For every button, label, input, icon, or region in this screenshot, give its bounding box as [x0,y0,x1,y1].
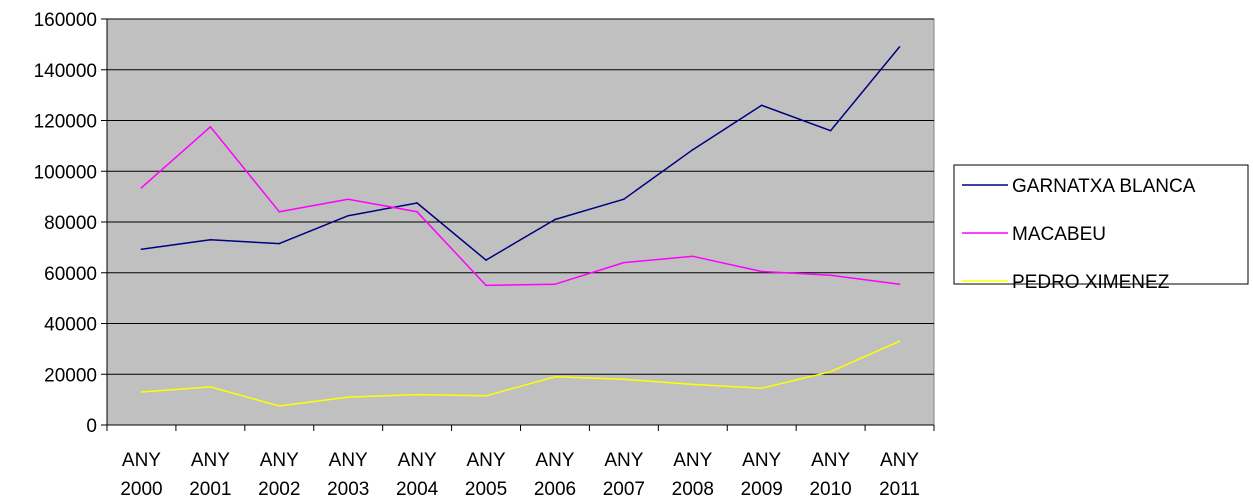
gridlines [107,18,934,375]
data-point [691,148,694,151]
data-point [278,405,281,407]
y-tick-label: 120000 [34,112,97,133]
data-point [140,248,143,250]
data-point [760,270,763,273]
x-tick-label: 2011 [879,479,920,500]
x-tick-label: ANY [398,450,437,471]
x-tick-label: 2009 [741,479,783,500]
x-tick-label: 2001 [189,479,231,500]
x-tick-label: 2003 [327,479,369,500]
data-point [554,375,556,378]
data-point [140,391,143,393]
data-point [416,202,418,204]
data-point [485,395,487,397]
data-point [140,186,143,189]
x-axis: ANY 2000 ANY 2001 ANY 2002 ANY 2003 ANY 2004 ANY 20… [106,425,935,500]
data-point [623,261,625,264]
legend-label: MACABEU [1012,224,1106,245]
y-tick-label: 80000 [44,213,97,234]
x-tick-label: 2008 [672,479,714,500]
x-tick-label: 2000 [120,479,162,500]
data-point [829,370,832,373]
series-layer [140,46,901,407]
data-point [898,340,901,343]
data-point [485,284,487,287]
data-point [347,198,350,200]
data-point [691,255,694,258]
data-point [209,238,212,241]
data-point [760,387,763,390]
x-tick-label: ANY [260,450,299,471]
series-line [141,126,900,287]
data-point [623,378,625,381]
y-tick-label: 60000 [44,264,97,285]
y-tick-label: 40000 [44,315,97,336]
y-tick-label: 160000 [34,10,97,31]
data-point [278,211,281,213]
data-point [898,283,901,285]
y-tick-label: 20000 [44,365,97,386]
x-tick-label: ANY [191,450,230,471]
x-tick-label: 2004 [396,479,439,500]
x-tick-label: ANY [742,450,781,471]
x-tick-label: ANY [604,450,643,471]
legend: GARNATXA BLANCA MACABEU PEDRO XIMENEZ [953,164,1249,293]
data-point [416,211,418,213]
series-line [141,46,901,261]
data-point [691,383,694,386]
x-tick-label: ANY [467,450,506,471]
x-tick-label: ANY [535,450,574,471]
data-point [347,214,350,217]
x-tick-label: ANY [673,450,712,471]
data-point [554,283,556,285]
y-tick-label: 100000 [34,162,97,183]
data-point [829,129,832,132]
x-tick-label: 2010 [809,479,851,500]
x-tick-label: 2002 [258,479,300,500]
legend-label: PEDRO XIMENEZ [1012,272,1170,293]
y-axis: 0 20000 40000 60000 80000 100000 120000 140000 1… [34,10,107,437]
x-tick-label: 2005 [465,479,507,500]
series-line [141,340,900,407]
data-point [898,46,901,48]
data-point [554,218,556,221]
x-tick-label: ANY [811,450,850,471]
data-point [485,259,487,261]
x-tick-label: ANY [122,450,161,471]
data-point [760,104,763,107]
data-point [209,386,212,388]
data-point [209,126,212,128]
x-tick-label: ANY [329,450,368,471]
x-tick-label: 2007 [603,479,645,500]
y-tick-label: 0 [86,416,97,437]
x-tick-label: ANY [880,450,919,471]
x-tick-label: 2006 [534,479,576,500]
data-point [829,274,832,277]
y-tick-label: 140000 [34,61,97,82]
data-point [347,396,350,398]
data-point [623,198,625,200]
legend-label: GARNATXA BLANCA [1012,176,1196,197]
data-point [416,393,418,396]
data-point [278,242,281,245]
